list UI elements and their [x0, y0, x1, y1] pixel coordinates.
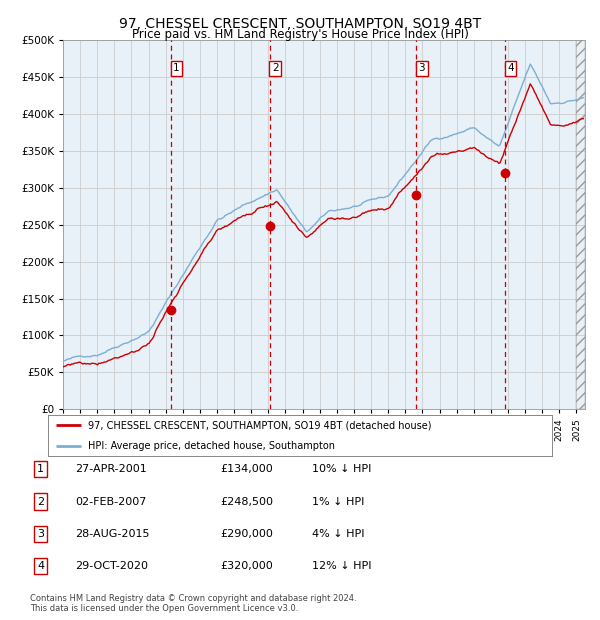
Text: £134,000: £134,000: [220, 464, 273, 474]
Text: 28-AUG-2015: 28-AUG-2015: [75, 529, 149, 539]
Text: 12% ↓ HPI: 12% ↓ HPI: [312, 561, 371, 571]
Text: 4: 4: [507, 63, 514, 73]
Text: This data is licensed under the Open Government Licence v3.0.: This data is licensed under the Open Gov…: [30, 603, 298, 613]
Text: £320,000: £320,000: [220, 561, 273, 571]
Text: 4% ↓ HPI: 4% ↓ HPI: [312, 529, 365, 539]
Text: £290,000: £290,000: [220, 529, 273, 539]
Text: 97, CHESSEL CRESCENT, SOUTHAMPTON, SO19 4BT: 97, CHESSEL CRESCENT, SOUTHAMPTON, SO19 …: [119, 17, 481, 31]
Text: 1% ↓ HPI: 1% ↓ HPI: [312, 497, 364, 507]
Text: 3: 3: [418, 63, 425, 73]
Text: 97, CHESSEL CRESCENT, SOUTHAMPTON, SO19 4BT (detached house): 97, CHESSEL CRESCENT, SOUTHAMPTON, SO19 …: [88, 420, 432, 430]
Text: 2: 2: [37, 497, 44, 507]
Text: 1: 1: [37, 464, 44, 474]
Text: 4: 4: [37, 561, 44, 571]
Text: HPI: Average price, detached house, Southampton: HPI: Average price, detached house, Sout…: [88, 441, 335, 451]
Text: 27-APR-2001: 27-APR-2001: [75, 464, 147, 474]
Text: £248,500: £248,500: [220, 497, 273, 507]
Text: 1: 1: [173, 63, 180, 73]
Text: 3: 3: [37, 529, 44, 539]
Text: Price paid vs. HM Land Registry's House Price Index (HPI): Price paid vs. HM Land Registry's House …: [131, 28, 469, 41]
Text: 10% ↓ HPI: 10% ↓ HPI: [312, 464, 371, 474]
Text: Contains HM Land Registry data © Crown copyright and database right 2024.: Contains HM Land Registry data © Crown c…: [30, 593, 356, 603]
Text: 29-OCT-2020: 29-OCT-2020: [75, 561, 148, 571]
Text: 2: 2: [272, 63, 278, 73]
Text: 02-FEB-2007: 02-FEB-2007: [75, 497, 146, 507]
